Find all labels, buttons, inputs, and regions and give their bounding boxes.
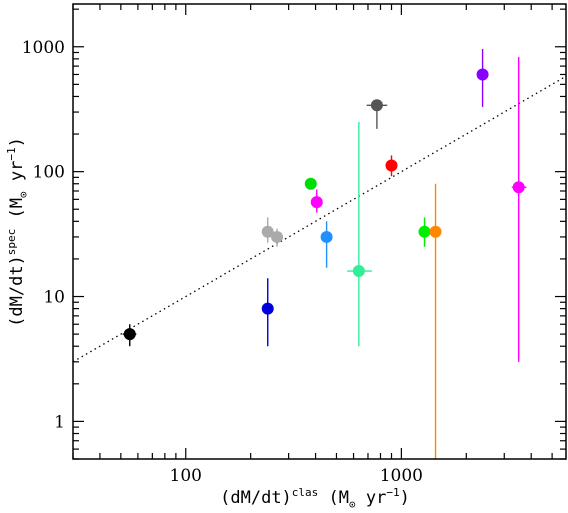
data-point-group — [304, 177, 317, 190]
axis-ticks-layer: 100 1000 1 10 100 1000 — [22, 4, 566, 486]
data-point-group — [122, 324, 137, 347]
y-axis-label: (dM/dt)spec (M⊙ yr−1) — [5, 137, 30, 327]
data-point-group — [261, 278, 274, 347]
data-point — [261, 225, 274, 238]
data-point-group — [366, 99, 388, 129]
data-point — [123, 328, 136, 341]
data-point — [261, 302, 274, 315]
data-point-group — [418, 217, 431, 247]
data-point-group — [271, 228, 284, 247]
data-point-group — [429, 183, 442, 459]
data-point-group — [385, 155, 398, 177]
data-point-group — [261, 217, 274, 243]
data-point — [310, 196, 323, 209]
data-point — [352, 265, 365, 278]
y-tick-label: 1 — [54, 412, 65, 432]
data-point — [271, 230, 284, 243]
data-point-group — [320, 221, 333, 268]
data-point — [370, 99, 383, 112]
data-point-group — [476, 48, 489, 107]
plot-frame — [72, 3, 567, 460]
y-tick-label: 1000 — [22, 38, 65, 58]
data-point-group — [347, 121, 372, 347]
data-point-group — [511, 56, 527, 362]
data-point-group — [310, 189, 323, 213]
x-tick-label: 1000 — [380, 466, 423, 486]
data-point — [476, 68, 489, 81]
reference-line — [72, 75, 567, 363]
x-axis-label: (dM/dt)clas (M⊙ yr−1) — [220, 486, 410, 511]
data-point — [385, 159, 398, 172]
data-point — [418, 225, 431, 238]
data-point — [320, 230, 333, 243]
y-tick-label: 10 — [43, 288, 65, 308]
data-points-layer — [122, 48, 527, 459]
y-tick-label: 100 — [33, 163, 65, 183]
data-point — [429, 225, 442, 238]
x-tick-label: 100 — [170, 466, 202, 486]
data-point — [512, 181, 525, 194]
reference-line-layer — [72, 75, 567, 363]
data-point — [304, 177, 317, 190]
